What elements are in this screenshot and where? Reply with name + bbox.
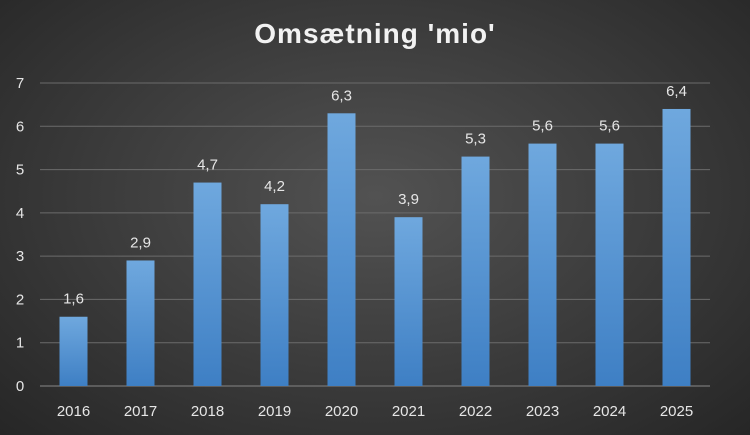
- x-tick-label: 2022: [459, 403, 492, 420]
- data-labels: 1,6 2,9 4,7 4,2 6,3 3,9 5,3 5,6 5,6 6,4: [63, 83, 687, 308]
- bars: [59, 108, 691, 387]
- bar-2019: [260, 204, 289, 386]
- chart-title: Omsætning 'mio': [254, 18, 496, 49]
- x-tick-label: 2020: [325, 403, 358, 420]
- x-tick-label: 2019: [258, 403, 291, 420]
- data-label-2023: 5,6: [532, 118, 553, 135]
- bar-2018: [193, 182, 222, 386]
- x-tick-label: 2017: [124, 403, 157, 420]
- data-label-2025: 6,4: [666, 83, 687, 100]
- data-label-2022: 5,3: [465, 131, 486, 148]
- data-label-2017: 2,9: [130, 234, 151, 251]
- data-label-2018: 4,7: [197, 157, 218, 174]
- y-tick-label: 4: [16, 205, 24, 222]
- y-axis-ticks: 0 1 2 3 4 5 6 7: [16, 75, 24, 395]
- data-label-2019: 4,2: [264, 178, 285, 195]
- y-tick-label: 2: [16, 291, 24, 308]
- x-tick-label: 2023: [526, 403, 559, 420]
- bar-2024: [595, 143, 624, 386]
- data-label-2020: 6,3: [331, 87, 352, 104]
- y-tick-label: 5: [16, 162, 24, 179]
- data-label-2021: 3,9: [398, 191, 419, 208]
- bar-2017: [126, 260, 155, 386]
- x-tick-label: 2016: [57, 403, 90, 420]
- x-axis-ticks: 2016 2017 2018 2019 2020 2021 2022 2023 2024 2025: [57, 403, 693, 420]
- x-tick-label: 2021: [392, 403, 425, 420]
- x-tick-label: 2018: [191, 403, 224, 420]
- bar-2022: [461, 156, 490, 386]
- bar-2020: [327, 113, 356, 387]
- data-label-2016: 1,6: [63, 291, 84, 308]
- y-tick-label: 6: [16, 118, 24, 135]
- y-tick-label: 7: [16, 75, 24, 92]
- bar-2025: [662, 108, 691, 386]
- bar-2016: [59, 316, 88, 386]
- bar-2021: [394, 217, 423, 386]
- x-tick-label: 2024: [593, 403, 626, 420]
- y-tick-label: 3: [16, 248, 24, 265]
- data-label-2024: 5,6: [599, 118, 620, 135]
- x-tick-label: 2025: [660, 403, 693, 420]
- y-tick-label: 1: [16, 335, 24, 352]
- bar-2023: [528, 143, 557, 386]
- y-tick-label: 0: [16, 378, 24, 395]
